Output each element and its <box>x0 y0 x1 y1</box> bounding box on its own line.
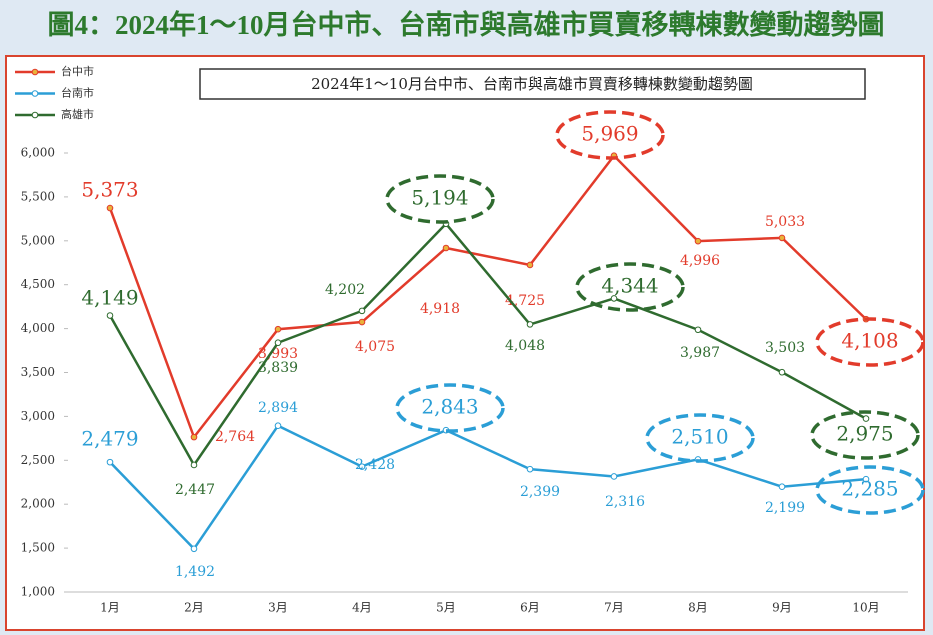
title-box <box>199 68 866 100</box>
x-tick-label: 4月 <box>352 601 372 615</box>
data-label: 4,075 <box>355 339 395 355</box>
data-label: 3,503 <box>765 340 805 356</box>
y-tick-label: 4,500 <box>21 277 55 291</box>
data-label: 2,285 <box>841 477 898 501</box>
data-label: 2,479 <box>81 427 138 451</box>
data-label: 2,199 <box>765 500 805 516</box>
point <box>778 483 786 491</box>
point <box>358 463 366 470</box>
point <box>862 415 870 422</box>
x-tick-label: 5月 <box>436 601 456 615</box>
x-tick-label: 6月 <box>520 601 540 615</box>
y-tick-label: 3,500 <box>21 365 55 379</box>
data-label: 4,344 <box>601 274 658 298</box>
highlight-ellipse <box>645 413 755 463</box>
data-label: 4,048 <box>505 338 545 354</box>
point <box>694 326 702 334</box>
legend-marker <box>31 111 39 119</box>
point <box>694 237 702 245</box>
legend-label: 高雄市 <box>61 107 94 121</box>
series-line <box>108 153 867 440</box>
data-label: 5,969 <box>581 122 638 146</box>
x-tick-label: 2月 <box>184 601 204 615</box>
data-label: 5,194 <box>411 186 468 210</box>
data-label: 2,975 <box>836 422 893 446</box>
data-label: 4,996 <box>680 253 720 269</box>
data-label: 3,987 <box>680 345 720 361</box>
point <box>442 244 450 252</box>
y-tick-label: 5,500 <box>21 189 55 203</box>
data-label: 5,373 <box>81 178 138 202</box>
highlight-ellipse <box>815 317 925 367</box>
data-label: 4,108 <box>841 329 898 353</box>
data-label: 2,428 <box>355 457 395 473</box>
chart-title: 2024年1～10月台中市、台南市與高雄市買賣移轉棟數變動趨勢圖 <box>311 75 753 93</box>
x-tick-label: 10月 <box>852 601 879 615</box>
point <box>274 339 282 347</box>
highlight-ellipse <box>810 410 920 460</box>
data-label: 2,316 <box>605 494 645 510</box>
data-label: 2,894 <box>258 400 298 416</box>
x-tick-label: 3月 <box>268 601 288 615</box>
x-tick-label: 7月 <box>604 601 624 615</box>
data-label: 2,843 <box>421 395 478 419</box>
y-tick-label: 2,000 <box>21 497 55 511</box>
point <box>358 307 366 315</box>
y-tick-label: 6,000 <box>21 146 55 160</box>
highlight-ellipse <box>385 174 495 224</box>
point <box>106 458 114 466</box>
data-label: 3,839 <box>258 360 298 376</box>
highlight-ellipse <box>555 110 665 160</box>
point <box>610 295 618 302</box>
point <box>610 473 618 480</box>
legend-label: 台南市 <box>61 86 94 100</box>
y-tick-label: 1,500 <box>21 541 55 555</box>
y-tick-label: 3,000 <box>21 409 55 423</box>
point <box>106 312 114 319</box>
highlight-ellipse <box>575 262 685 312</box>
point <box>778 368 786 376</box>
data-label: 2,447 <box>175 482 215 498</box>
point <box>526 261 534 269</box>
point <box>106 204 114 212</box>
highlight-ellipse <box>815 465 925 515</box>
data-label: 5,033 <box>765 214 805 230</box>
point <box>862 475 870 483</box>
y-tick-label: 2,500 <box>21 453 55 467</box>
data-label: 1,492 <box>175 564 215 580</box>
data-label: 2,399 <box>520 484 560 500</box>
highlight-ellipse <box>395 383 505 433</box>
data-label: 2,764 <box>215 429 255 445</box>
y-tick-label: 1,000 <box>21 585 55 599</box>
point <box>274 422 282 430</box>
data-label: 4,202 <box>325 282 365 298</box>
data-label: 4,149 <box>81 286 138 310</box>
point <box>526 321 534 328</box>
x-tick-label: 1月 <box>100 601 120 615</box>
point <box>190 461 198 469</box>
point <box>526 465 534 473</box>
legend-label: 台中市 <box>61 64 94 78</box>
page-title: 圖4：2024年1～10月台中市、台南市與高雄市買賣移轉棟數變動趨勢圖 <box>48 9 885 40</box>
point <box>190 545 198 553</box>
y-tick-label: 5,000 <box>21 233 55 247</box>
point <box>190 433 198 441</box>
x-tick-label: 8月 <box>688 601 708 615</box>
data-label: 4,918 <box>420 301 460 317</box>
point <box>274 325 282 333</box>
data-label: 2,510 <box>671 425 728 449</box>
point <box>358 318 366 326</box>
point <box>778 234 786 242</box>
y-tick-label: 4,000 <box>21 321 55 335</box>
series-line <box>109 424 867 551</box>
legend-marker <box>31 68 39 76</box>
series-line <box>108 221 867 468</box>
legend-marker <box>31 90 39 97</box>
x-tick-label: 9月 <box>772 601 792 615</box>
